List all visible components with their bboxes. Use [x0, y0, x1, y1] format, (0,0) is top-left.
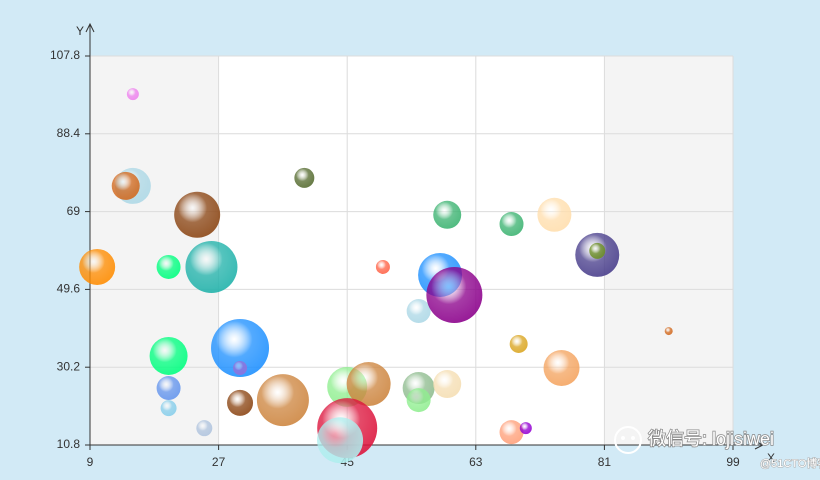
bubble: [196, 420, 213, 437]
bubble: [537, 197, 572, 232]
bubble: [519, 422, 532, 435]
y-tick-label: 30.2: [57, 359, 81, 373]
watermark-icon: [614, 426, 642, 454]
bubble: [233, 361, 248, 376]
bubble: [185, 240, 238, 293]
bubble: [433, 200, 462, 229]
bubble: [426, 267, 483, 324]
bubble: [433, 370, 462, 399]
bubble: [160, 400, 177, 417]
y-axis-arrow: [85, 22, 95, 33]
y-tick-label: 69: [67, 204, 81, 218]
bubble: [499, 420, 524, 445]
bubble: [406, 388, 431, 413]
watermark-icon: [631, 436, 635, 440]
bubble: [227, 389, 254, 416]
x-tick-label: 99: [726, 455, 740, 469]
bubble: [156, 254, 181, 279]
x-tick-label: 81: [598, 455, 612, 469]
bubble: [211, 318, 270, 377]
bubble: [294, 167, 315, 188]
bubble: [664, 327, 673, 336]
bubble: [317, 417, 364, 464]
bubble: [174, 191, 221, 238]
watermark-icon: [621, 436, 625, 440]
watermark-text: 微信号: lojisiwei: [648, 429, 774, 449]
bubble: [509, 334, 528, 353]
watermark-text: @51CTO博客: [760, 456, 820, 470]
bubble: [589, 242, 606, 259]
x-axis-arrow: [754, 440, 765, 450]
y-tick-label: 10.8: [57, 437, 81, 451]
x-tick-label: 63: [469, 455, 483, 469]
bubble: [346, 362, 391, 407]
bubble: [149, 336, 188, 375]
bubble: [156, 376, 181, 401]
x-tick-label: 27: [212, 455, 226, 469]
bubble: [111, 171, 140, 200]
bubble: [406, 299, 431, 324]
y-tick-label: 49.6: [57, 282, 81, 296]
bubble: [79, 248, 116, 285]
x-axis-label: X: [767, 451, 775, 465]
y-tick-label: 107.8: [50, 48, 80, 62]
y-axis-label: Y: [76, 24, 84, 38]
bubble: [126, 88, 139, 101]
bubble: [375, 259, 390, 274]
y-tick-label: 88.4: [57, 126, 81, 140]
bubble: [499, 212, 524, 237]
bubble: [256, 374, 309, 427]
x-tick-label: 9: [87, 455, 94, 469]
bubble: [543, 350, 580, 387]
